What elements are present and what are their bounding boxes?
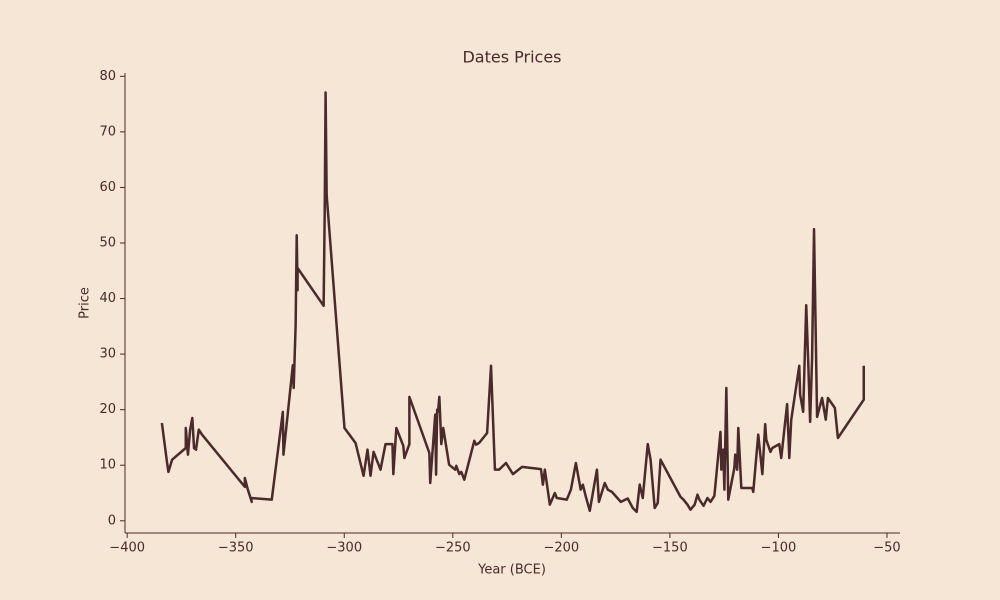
price-line [160, 91, 865, 514]
x-tick-label: −50 [873, 541, 900, 556]
y-tick-label: 70 [99, 124, 116, 139]
x-tick-label: −400 [109, 541, 145, 556]
chart-title: Dates Prices [462, 48, 561, 67]
y-tick-label: 20 [99, 402, 116, 417]
y-tick-label: 30 [99, 347, 116, 362]
x-tick-label: −150 [652, 541, 688, 556]
y-tick-label: 10 [99, 458, 116, 473]
y-tick-label: 60 [99, 180, 116, 195]
y-axis-label: Price [78, 287, 93, 319]
y-tick-label: 50 [99, 236, 116, 251]
x-axis-label: Year (BCE) [477, 563, 546, 578]
x-tick-label: −350 [218, 541, 254, 556]
y-tick-label: 0 [108, 513, 116, 528]
x-tick-label: −100 [761, 541, 797, 556]
x-tick-label: −200 [543, 541, 579, 556]
x-tick-label: −250 [435, 541, 471, 556]
y-tick-label: 40 [99, 291, 116, 306]
x-tick-label: −300 [326, 541, 362, 556]
y-tick-label: 80 [99, 69, 116, 84]
